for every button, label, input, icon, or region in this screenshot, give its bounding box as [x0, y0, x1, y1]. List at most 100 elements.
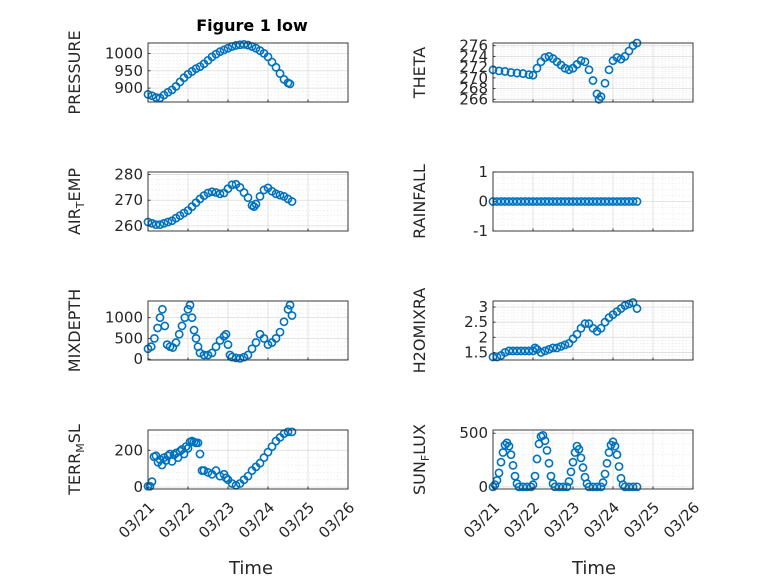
data-point	[221, 329, 231, 339]
y-tick-label: 2	[478, 328, 488, 346]
data-point	[215, 189, 225, 199]
data-point	[598, 478, 608, 487]
data-point	[614, 462, 624, 471]
data-point	[530, 343, 540, 353]
x-tick-label: 03/23	[540, 499, 583, 542]
data-point	[163, 217, 173, 227]
axes-box	[147, 42, 349, 103]
data-point	[524, 70, 534, 80]
data-point	[207, 187, 217, 197]
data-point	[271, 333, 281, 343]
data-point	[193, 438, 203, 448]
data-point	[275, 190, 285, 200]
data-point	[574, 444, 584, 454]
data-point	[255, 191, 265, 201]
x-tick-label: 03/22	[155, 499, 198, 542]
data-point	[528, 70, 538, 80]
y-tick-label: 1000	[105, 44, 143, 62]
data-point	[628, 482, 638, 492]
data-point	[187, 313, 197, 323]
y-tick-label: 1000	[105, 309, 143, 327]
data-point	[500, 67, 510, 76]
data-point	[560, 340, 570, 350]
axes-box	[492, 42, 694, 103]
axes-box	[492, 300, 694, 361]
data-point	[235, 40, 245, 50]
data-point	[219, 45, 229, 55]
y-tick-label: 3	[478, 298, 488, 316]
data-point	[283, 304, 293, 314]
data-point	[566, 467, 576, 477]
data-point	[608, 437, 618, 447]
data-point	[592, 482, 602, 492]
data-point	[576, 56, 586, 66]
data-point	[580, 57, 590, 67]
data-point	[211, 188, 221, 197]
x-tick-label: 03/26	[315, 499, 358, 542]
data-point	[564, 477, 574, 486]
axes-box	[147, 171, 349, 232]
data-point	[263, 447, 273, 457]
data-point	[271, 62, 281, 72]
data-point	[285, 79, 295, 89]
x-tick-label: 03/24	[580, 499, 623, 542]
data-point	[161, 456, 171, 465]
y-tick-label: 274	[459, 47, 488, 65]
y-axis-label-tail: SL	[65, 424, 84, 443]
data-point	[163, 451, 173, 461]
data-point	[211, 342, 221, 352]
data-point	[504, 346, 514, 356]
y-tick-label: 0	[133, 350, 143, 368]
data-point	[267, 442, 277, 451]
y-axis-label: AIRTEMP	[65, 168, 87, 235]
data-point	[620, 301, 630, 310]
y-axis-label-tail: EMP	[65, 168, 84, 202]
data-point	[506, 68, 516, 77]
data-point	[243, 40, 253, 50]
data-point	[183, 304, 193, 314]
y-axis-label: TERRMSL	[65, 424, 87, 496]
data-point	[552, 343, 562, 353]
data-point	[538, 430, 548, 440]
y-axis-label: SUNFLUX	[410, 424, 432, 495]
y-axis-label: PRESSURE	[65, 30, 84, 114]
y-tick-label: 276	[459, 37, 488, 55]
subplot-air-temp: 260 270 280 AIRTEMP	[65, 166, 349, 235]
y-axis-label: H2OMIXRA	[410, 288, 429, 374]
data-point	[271, 189, 281, 199]
y-axis-label-subscript: F	[419, 455, 432, 461]
data-point	[285, 300, 295, 310]
data-point	[628, 298, 638, 307]
y-tick-label: 260	[114, 217, 143, 235]
y-axis-label-main: TERR	[65, 453, 84, 496]
data-point	[157, 304, 167, 314]
data-point	[532, 63, 542, 73]
data-point	[584, 65, 594, 75]
y-tick-label: 272	[459, 58, 488, 76]
subplot-h2omixra: 1.522.53 H2OMIXRA	[410, 288, 694, 374]
data-point	[275, 327, 285, 337]
data-point	[632, 197, 642, 206]
data-point	[283, 427, 293, 437]
data-point	[494, 66, 504, 76]
x-axis-label-right: Time	[571, 558, 616, 579]
data-point	[231, 41, 241, 50]
data-point	[542, 445, 552, 455]
data-point	[155, 313, 165, 323]
axes-box	[147, 429, 349, 490]
data-point	[588, 76, 598, 85]
y-tick-label: 270	[459, 69, 488, 87]
y-tick-label: 266	[459, 90, 488, 108]
data-point	[227, 180, 237, 190]
y-tick-label: 0	[478, 193, 488, 211]
y-axis-label: MIXDEPTH	[65, 289, 84, 372]
subplot-mixdepth: 0 500 1000 MIXDEPTH	[65, 289, 349, 372]
data-point	[596, 323, 606, 333]
data-point	[255, 458, 265, 468]
y-axis-label-subscript: M	[74, 443, 87, 453]
data-point	[221, 473, 231, 483]
y-axis-label-main: MIXDEPTH	[65, 289, 84, 372]
data-point	[231, 353, 241, 363]
y-axis-label: THETA	[410, 47, 429, 99]
data-point	[518, 69, 528, 78]
